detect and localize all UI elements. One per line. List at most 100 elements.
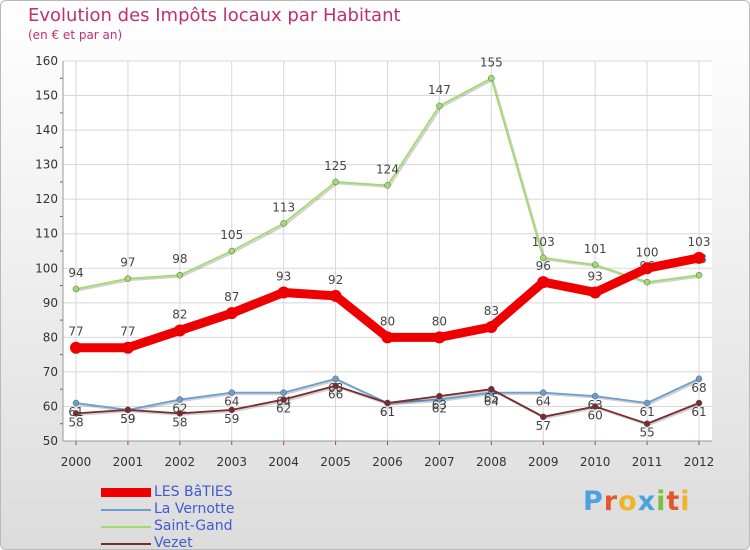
chart-subtitle: (en € et par an) <box>28 28 123 42</box>
legend-label: Saint-Gand <box>154 518 233 534</box>
data-label-2-4: 113 <box>272 200 295 214</box>
point-2-9 <box>540 254 547 262</box>
legend-label: Vezet <box>154 535 193 550</box>
x-tick-label: 2001 <box>113 455 144 469</box>
point-0-6 <box>381 331 394 344</box>
point-2-5 <box>332 178 339 186</box>
point-1-3 <box>228 389 235 396</box>
point-1-10 <box>591 392 599 400</box>
data-label-3-5: 66 <box>328 388 343 402</box>
data-label-3-3: 59 <box>224 412 239 426</box>
point-3-10 <box>591 403 599 410</box>
point-0-4 <box>277 286 290 299</box>
point-2-8 <box>488 75 495 82</box>
point-1-11 <box>643 399 651 407</box>
point-3-6 <box>384 399 391 407</box>
data-label-3-6: 61 <box>380 405 395 419</box>
data-label-0-1: 77 <box>120 325 135 339</box>
data-label-0-9: 96 <box>536 259 551 273</box>
data-label-3-11: 55 <box>639 426 654 440</box>
point-2-4 <box>280 220 287 227</box>
point-0-2 <box>173 324 186 337</box>
point-0-0 <box>70 341 82 354</box>
point-0-7 <box>433 331 446 344</box>
data-label-0-10: 93 <box>588 269 603 283</box>
data-label-3-7: 63 <box>432 398 447 412</box>
data-label-3-8: 65 <box>484 391 499 405</box>
point-2-2 <box>176 271 184 279</box>
x-tick-label: 2011 <box>632 455 663 469</box>
data-label-1-7: 62 <box>432 402 447 416</box>
point-3-2 <box>176 410 184 417</box>
point-1-0 <box>72 399 80 407</box>
y-tick-label: 160 <box>35 54 58 68</box>
data-label-3-10: 60 <box>588 408 603 422</box>
point-2-0 <box>72 285 80 293</box>
point-0-12 <box>693 251 705 264</box>
data-label-1-11: 61 <box>639 405 654 419</box>
data-label-2-7: 147 <box>428 83 451 97</box>
data-label-0-12: 103 <box>688 235 711 249</box>
point-2-12 <box>695 271 703 279</box>
data-label-2-6: 124 <box>376 162 399 176</box>
point-0-11 <box>641 262 654 275</box>
point-2-7 <box>436 102 443 110</box>
proxiti-logo: Proxiti <box>583 486 691 517</box>
data-label-0-6: 80 <box>380 314 395 328</box>
data-label-3-9: 57 <box>536 419 551 433</box>
logo-letter: o <box>618 486 638 517</box>
x-tick-label: 2004 <box>268 455 299 469</box>
legend-swatch <box>101 509 151 511</box>
logo-letter: i <box>680 486 691 517</box>
point-3-9 <box>540 413 547 421</box>
x-tick-label: 2010 <box>580 455 611 469</box>
data-label-0-8: 83 <box>484 304 499 318</box>
point-3-11 <box>643 420 651 427</box>
data-label-2-10: 101 <box>584 242 607 256</box>
data-label-2-3: 105 <box>220 228 243 242</box>
data-label-1-1: 59 <box>120 412 135 426</box>
logo-letter: r <box>603 486 619 517</box>
point-0-5 <box>329 289 342 302</box>
y-tick-label: 140 <box>35 123 58 137</box>
logo-letter: x <box>637 486 657 517</box>
data-label-3-1: 59 <box>120 412 135 426</box>
point-3-1 <box>124 406 132 414</box>
point-2-1 <box>124 275 132 282</box>
y-tick-label: 70 <box>43 365 58 379</box>
data-label-3-12: 61 <box>691 405 706 419</box>
data-label-2-5: 125 <box>324 159 347 173</box>
data-label-2-8: 155 <box>480 55 503 69</box>
data-label-1-12: 68 <box>691 381 706 395</box>
data-label-1-9: 64 <box>536 395 551 409</box>
data-label-1-3: 64 <box>224 395 239 409</box>
x-tick-label: 2012 <box>684 455 715 469</box>
point-3-7 <box>436 392 443 400</box>
point-2-3 <box>228 247 235 255</box>
point-1-5 <box>332 375 339 383</box>
y-tick-label: 100 <box>35 261 58 275</box>
legend-swatch <box>101 488 151 497</box>
x-tick-label: 2009 <box>528 455 559 469</box>
data-label-0-4: 93 <box>276 269 291 283</box>
data-label-0-5: 92 <box>328 273 343 287</box>
point-3-12 <box>695 399 703 407</box>
point-1-2 <box>176 396 184 403</box>
data-label-1-2: 62 <box>172 402 187 416</box>
point-1-12 <box>695 375 703 383</box>
y-tick-label: 50 <box>43 434 58 448</box>
point-0-10 <box>589 286 602 299</box>
point-0-9 <box>537 276 550 289</box>
y-tick-label: 120 <box>35 192 58 206</box>
data-label-3-0: 58 <box>68 415 83 429</box>
data-label-0-11: 100 <box>636 245 659 259</box>
chart-title: Evolution des Impôts locaux par Habitant <box>28 5 401 26</box>
data-label-0-2: 82 <box>172 307 187 321</box>
x-tick-label: 2002 <box>165 455 196 469</box>
point-3-8 <box>488 385 495 393</box>
point-0-8 <box>485 321 498 333</box>
data-label-0-7: 80 <box>432 314 447 328</box>
legend-label: La Vernotte <box>154 501 235 517</box>
point-0-3 <box>225 307 238 320</box>
